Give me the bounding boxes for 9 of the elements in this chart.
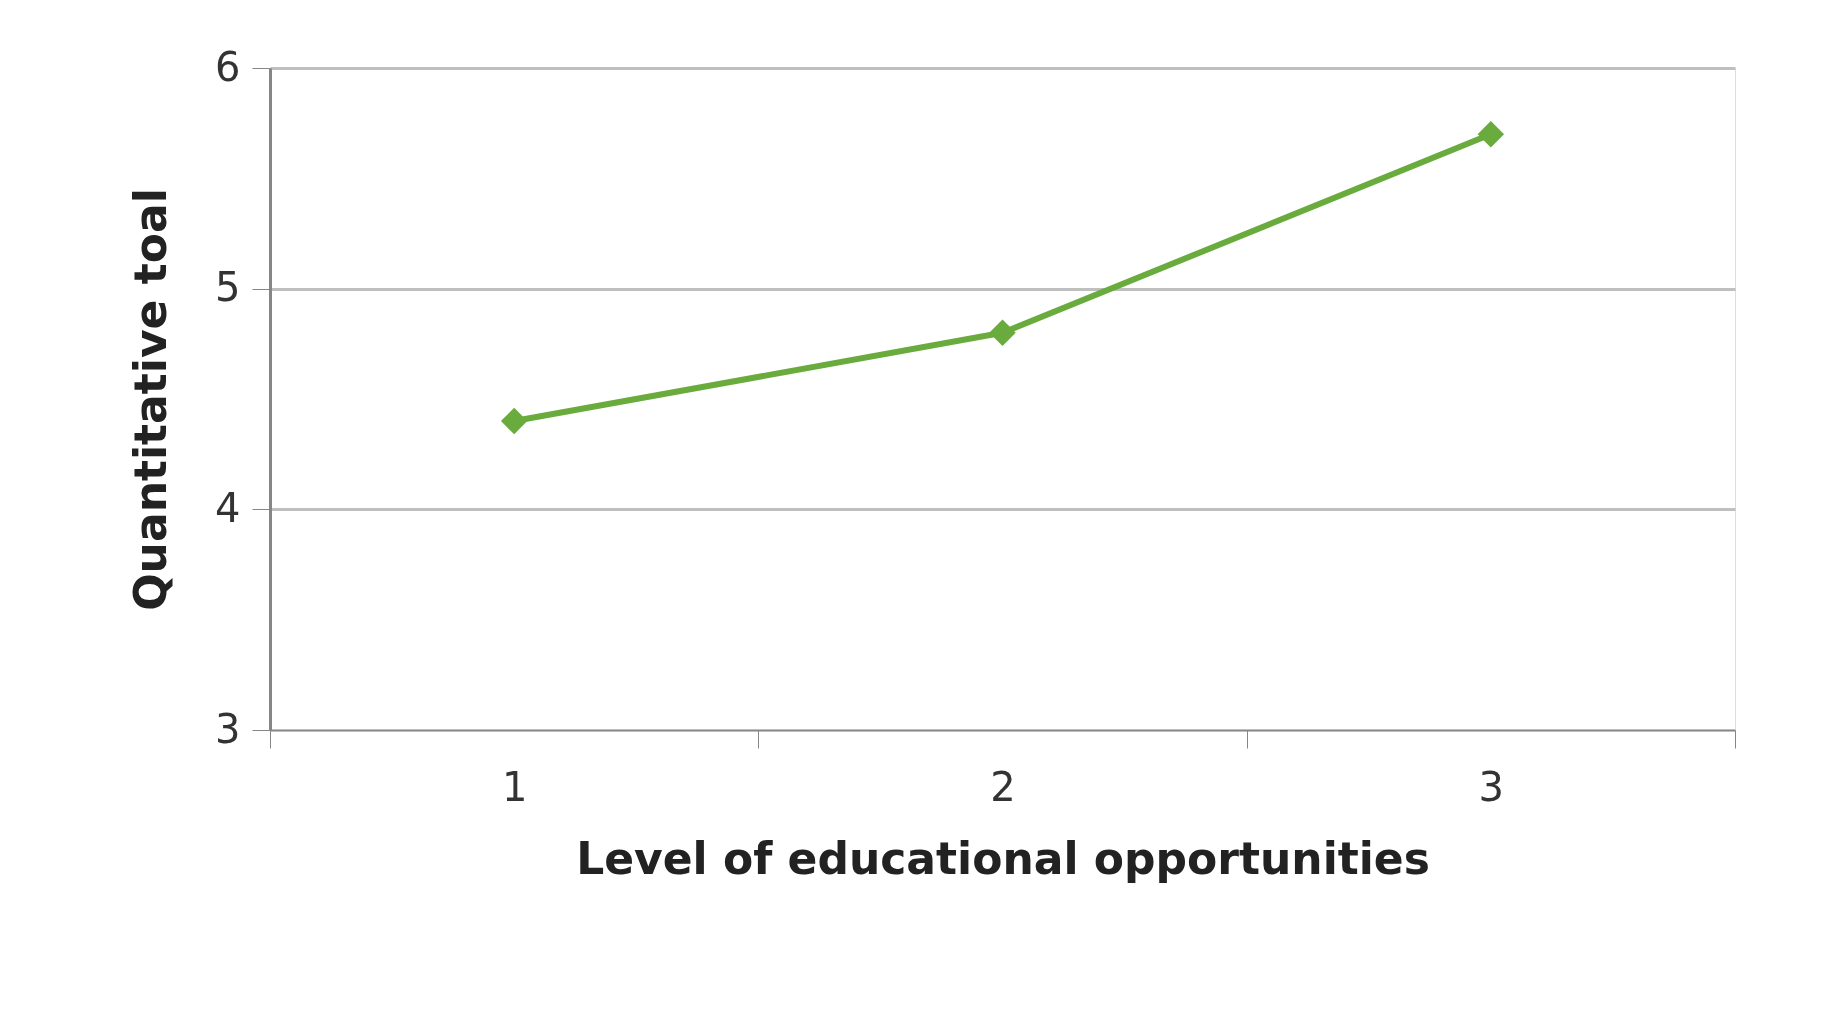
y-tick-label: 4 [215,484,241,531]
y-tick-label: 3 [215,705,241,752]
x-axis-title: Level of educational opportunities [576,832,1430,884]
x-tick-label: 1 [501,763,528,810]
y-tick-label: 6 [215,43,241,90]
x-tick-label: 2 [990,763,1016,810]
y-tick-label: 5 [215,264,241,311]
x-tick-label: 3 [1478,763,1505,810]
y-axis-title: Quantitative toal [125,188,177,611]
